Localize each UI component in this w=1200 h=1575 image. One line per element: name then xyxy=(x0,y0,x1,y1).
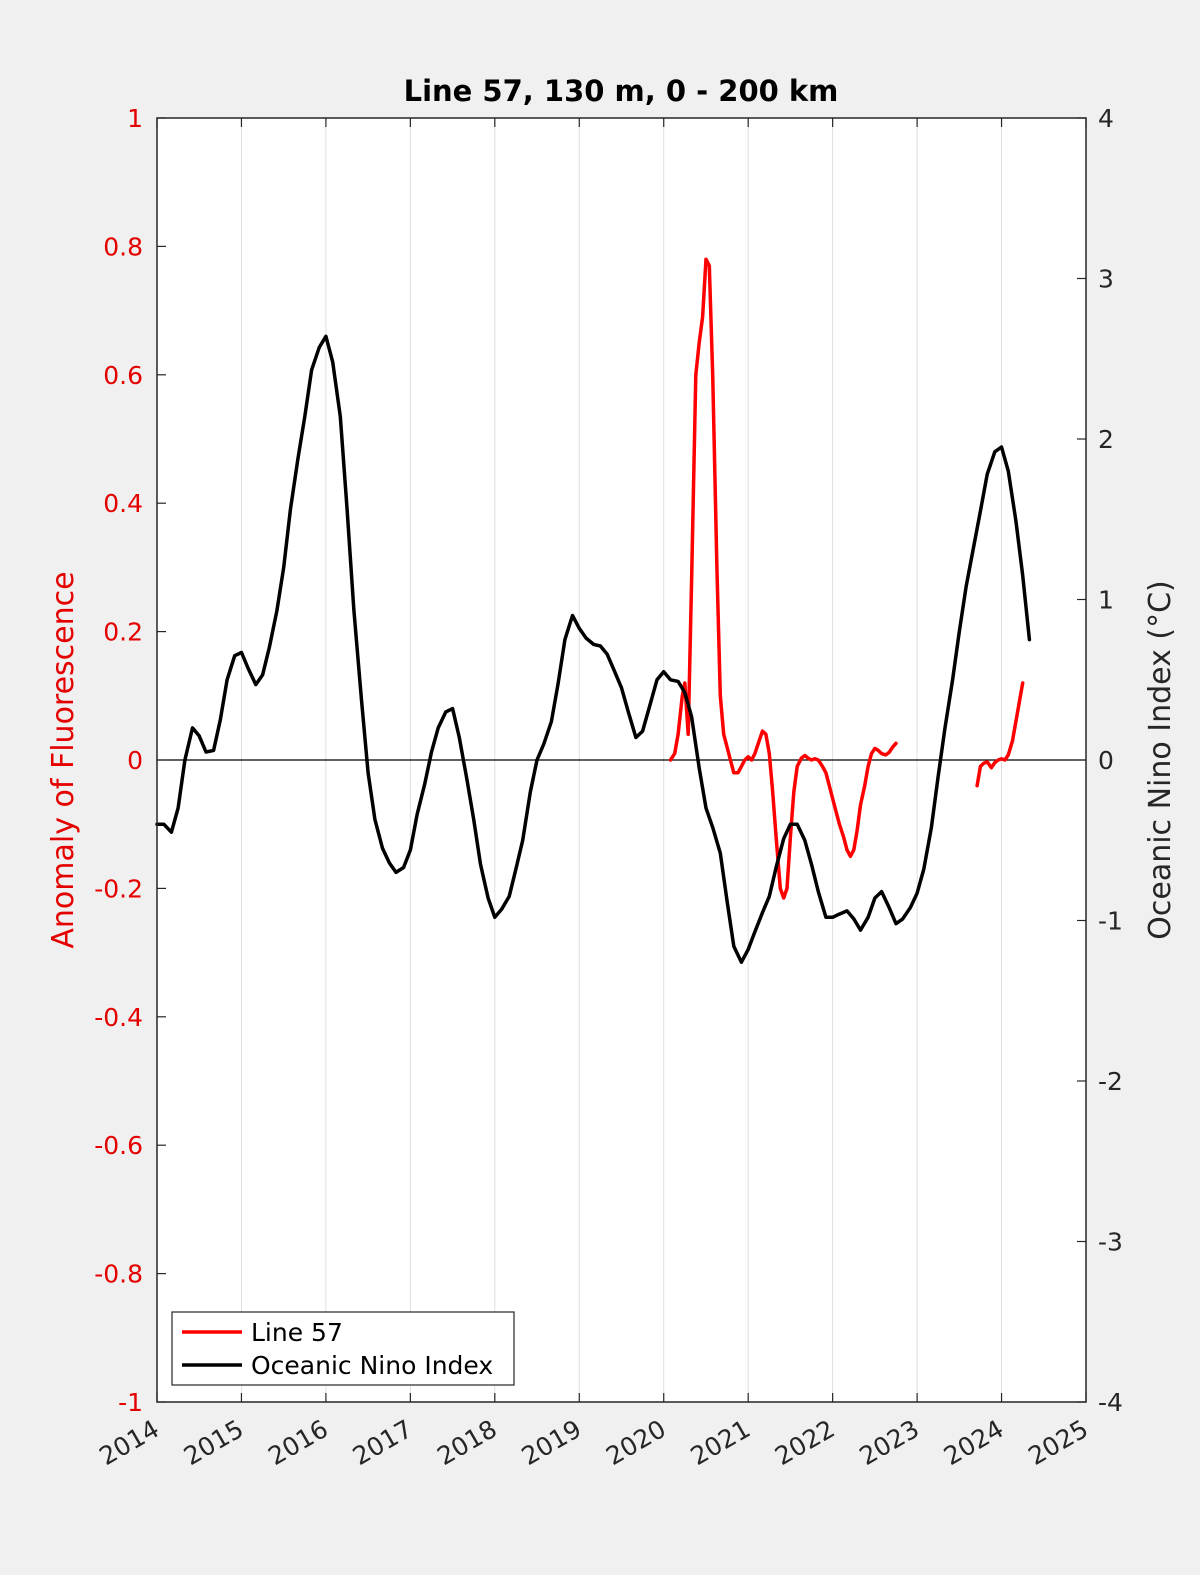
y-right-tick-label: 2 xyxy=(1098,425,1114,454)
y-left-tick-label: -1 xyxy=(118,1388,143,1417)
y-left-tick-label: -0.2 xyxy=(94,874,143,903)
x-tick-label: 2019 xyxy=(517,1414,587,1471)
series-line57-line xyxy=(975,681,1025,788)
x-tick-label: 2018 xyxy=(432,1414,502,1471)
x-tick-label: 2025 xyxy=(1023,1414,1093,1471)
y-right-tick-label: -1 xyxy=(1098,907,1123,936)
y-axis-left-label: Anomaly of Fluorescence xyxy=(46,571,81,948)
x-tick-label: 2024 xyxy=(939,1414,1009,1471)
legend-label-line57: Line 57 xyxy=(251,1318,343,1347)
y-left-tick-label: 0.4 xyxy=(103,489,143,518)
y-left-tick-label: 0.2 xyxy=(103,618,143,647)
x-tick-label: 2023 xyxy=(854,1414,924,1471)
x-tick-label: 2017 xyxy=(348,1414,418,1471)
x-tick-label: 2021 xyxy=(686,1414,756,1471)
y-right-tick-label: 0 xyxy=(1098,746,1114,775)
tick-marks xyxy=(156,117,1087,1403)
y-right-tick-label: -2 xyxy=(1098,1067,1123,1096)
x-tick-label: 2022 xyxy=(770,1414,840,1471)
x-tick-label: 2020 xyxy=(601,1414,671,1471)
series-oni-line xyxy=(155,334,1032,964)
y-left-tick-label: -0.8 xyxy=(94,1260,143,1289)
x-tick-label: 2014 xyxy=(94,1414,164,1471)
y-left-tick-label: 1 xyxy=(127,104,143,133)
y-left-tick-label: 0.6 xyxy=(103,361,143,390)
legend-box xyxy=(171,1311,515,1386)
series-layer xyxy=(155,257,1032,964)
x-tick-label: 2016 xyxy=(263,1414,333,1471)
y-right-tick-label: -3 xyxy=(1098,1228,1123,1257)
y-left-tick-label: 0 xyxy=(127,746,143,775)
legend-label-oni: Oceanic Nino Index xyxy=(251,1351,493,1380)
legend: Line 57 Oceanic Nino Index xyxy=(171,1311,515,1386)
x-tick-label: 2015 xyxy=(179,1414,249,1471)
y-right-tick-label: -4 xyxy=(1098,1388,1123,1417)
series-line57-line xyxy=(668,257,898,900)
y-left-tick-label: -0.6 xyxy=(94,1131,143,1160)
chart-title: Line 57, 130 m, 0 - 200 km xyxy=(404,74,839,108)
y-left-tick-label: -0.4 xyxy=(94,1003,143,1032)
y-right-tick-label: 4 xyxy=(1098,104,1114,133)
y-left-tick-label: 0.8 xyxy=(103,232,143,261)
y-right-tick-label: 3 xyxy=(1098,265,1114,294)
y-right-tick-label: 1 xyxy=(1098,586,1114,615)
y-axis-right-label: Oceanic Nino Index (°C) xyxy=(1143,580,1178,940)
